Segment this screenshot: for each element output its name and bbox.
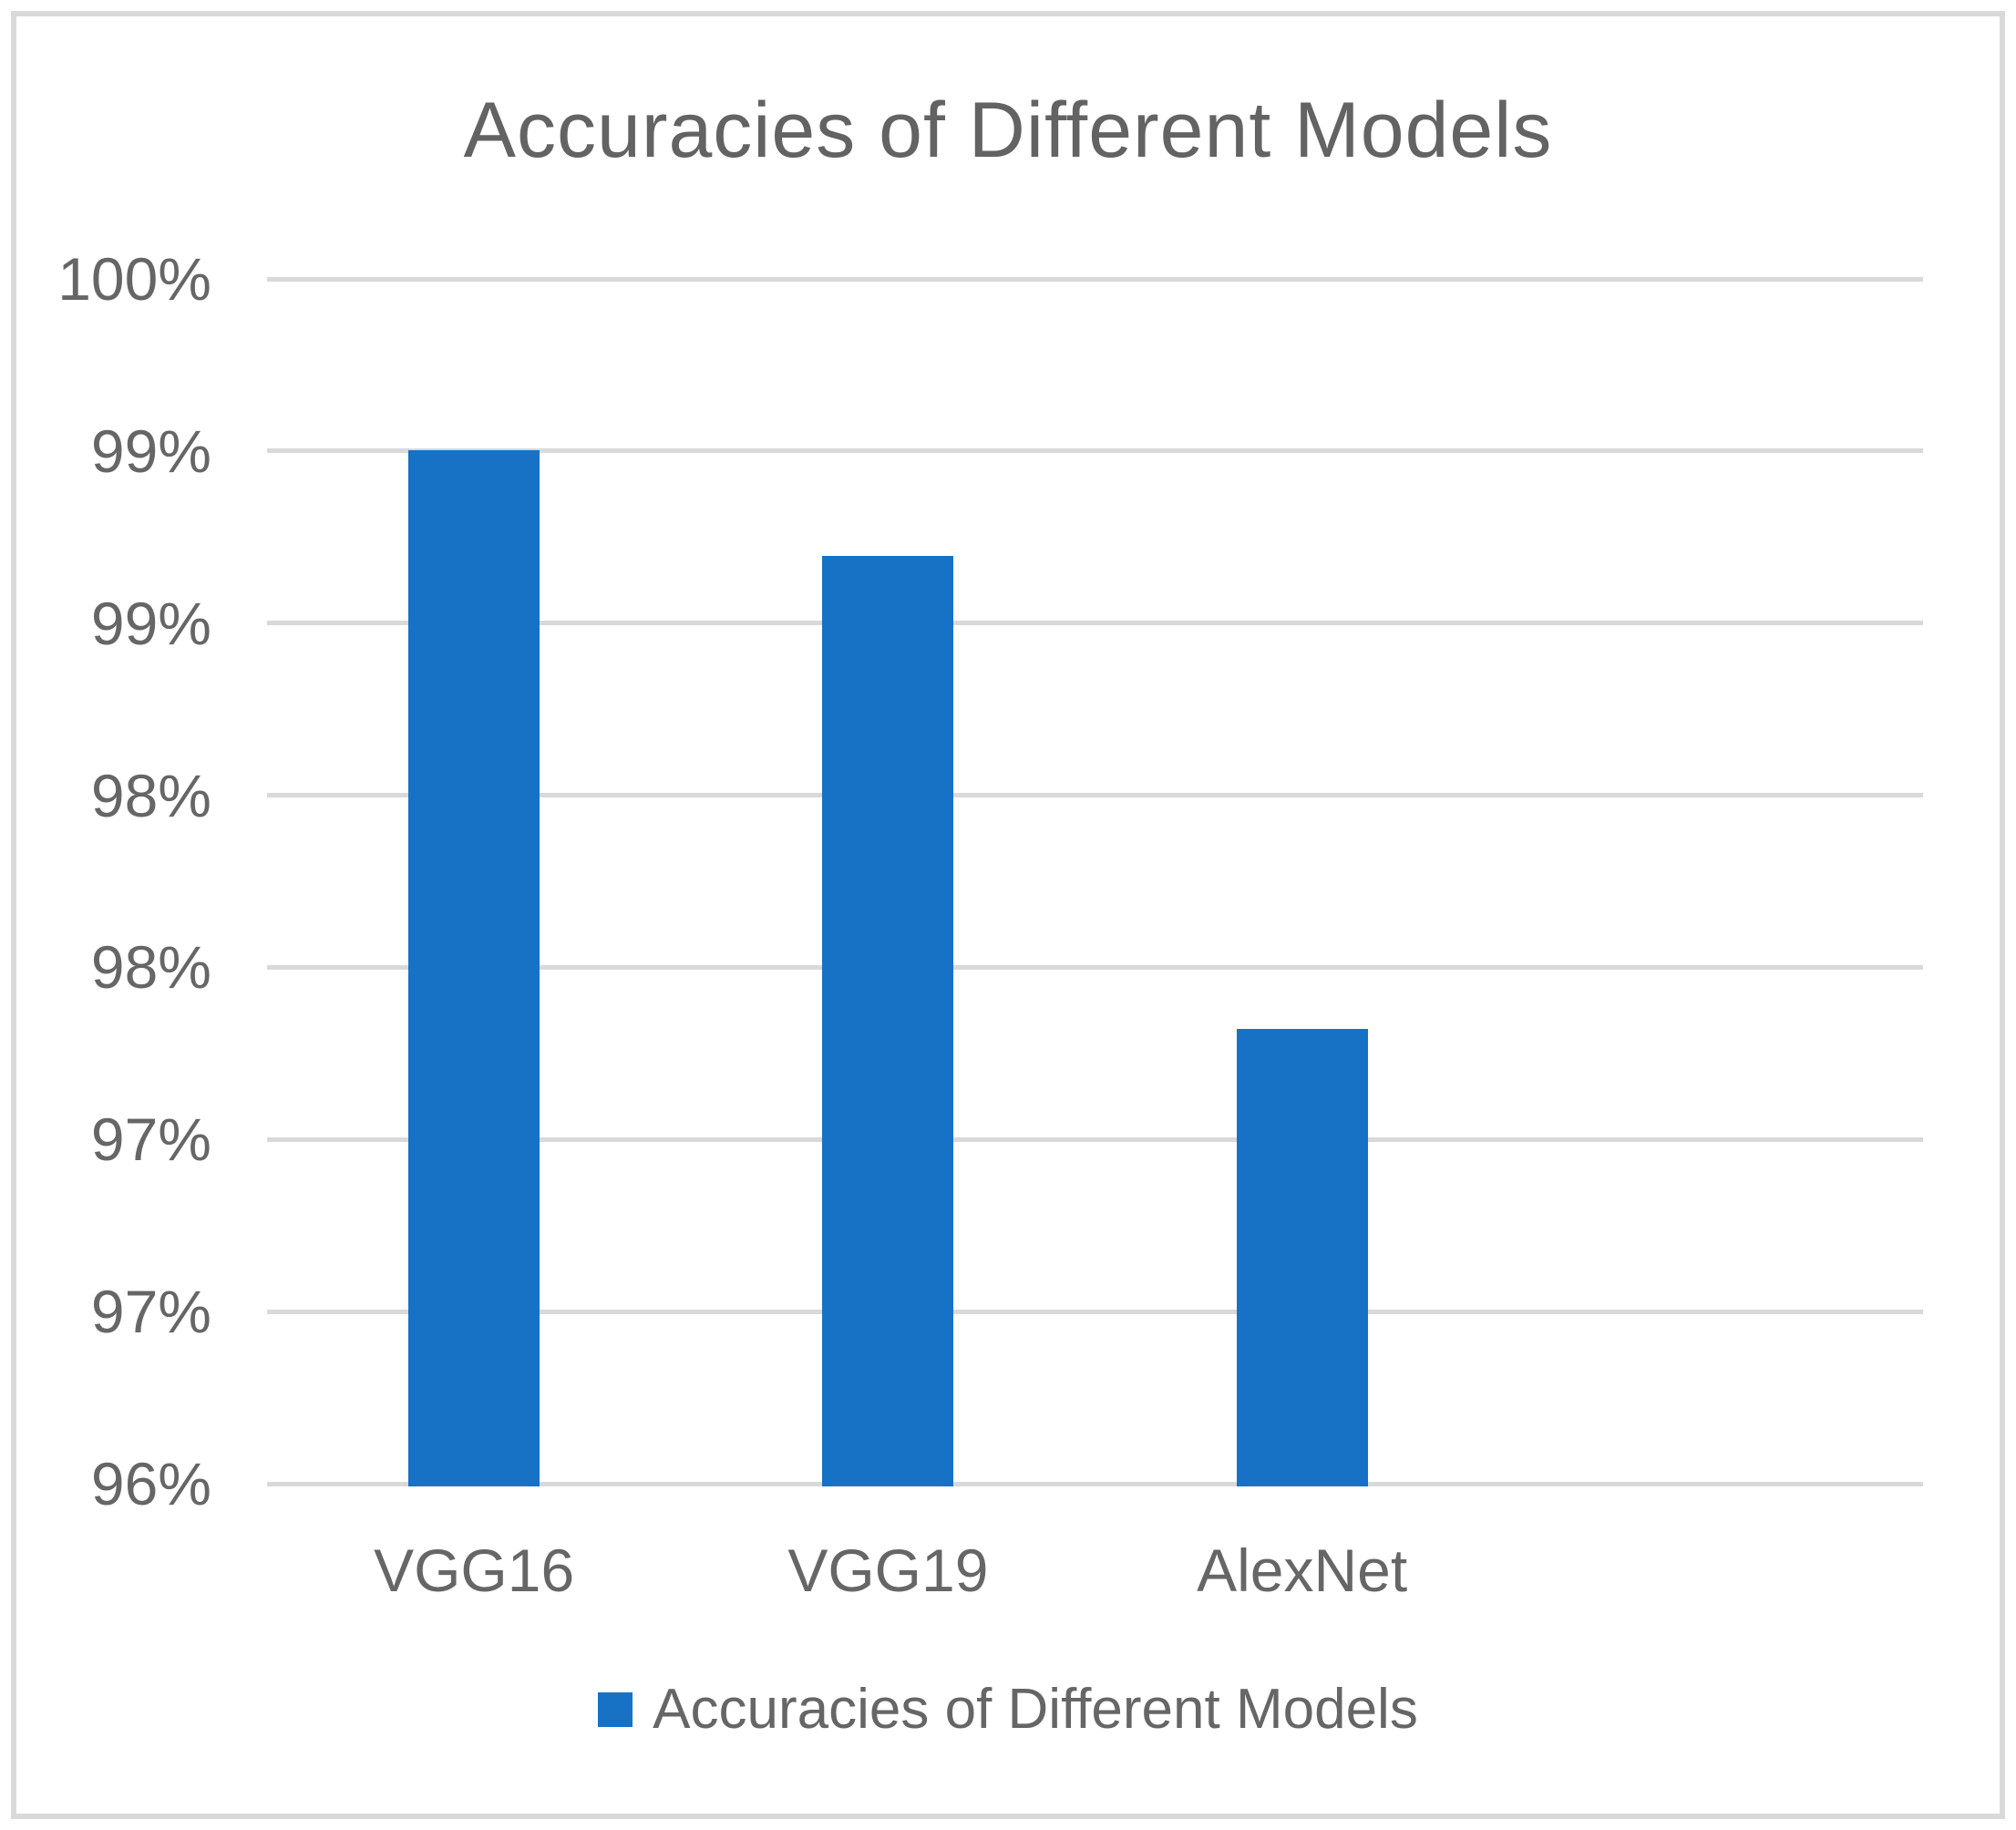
y-axis-tick-label: 99%: [90, 416, 211, 485]
bar-alexnet: [1236, 1028, 1368, 1486]
gridline: [267, 276, 1923, 282]
gridline: [267, 1481, 1923, 1486]
y-axis-tick-label: 96%: [90, 1450, 211, 1517]
x-axis-category-label: VGG19: [787, 1537, 989, 1604]
y-axis-tick-label: 97%: [90, 1278, 211, 1346]
gridline: [267, 621, 1923, 626]
gridline: [267, 448, 1923, 454]
legend-swatch-icon: [598, 1692, 633, 1727]
y-axis-tick-label: 99%: [90, 589, 211, 657]
x-axis-category-label: VGG16: [374, 1537, 575, 1604]
gridline: [267, 1309, 1923, 1314]
legend-label: Accuracies of Different Models: [653, 1678, 1418, 1741]
chart-title: Accuracies of Different Models: [463, 87, 1553, 174]
gridline: [267, 793, 1923, 798]
legend: Accuracies of Different Models: [0, 1681, 2016, 1738]
y-axis-tick-label: 100%: [57, 245, 211, 313]
gridline: [267, 964, 1923, 970]
y-axis-tick-label: 98%: [90, 761, 211, 829]
bar-vgg16: [408, 450, 540, 1486]
y-axis-tick-label: 97%: [90, 1105, 211, 1174]
x-axis-category-label: AlexNet: [1197, 1537, 1408, 1604]
y-axis-tick-label: 98%: [90, 933, 211, 1002]
bar-vgg19: [822, 556, 954, 1486]
gridline: [267, 1136, 1923, 1142]
